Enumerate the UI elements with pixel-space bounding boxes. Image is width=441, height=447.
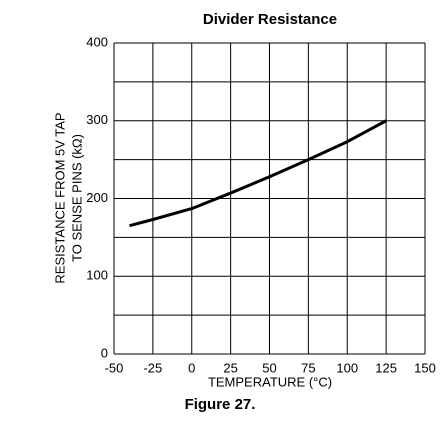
caption: Figure 27. [185, 396, 256, 413]
x-tick-label: 100 [336, 360, 358, 375]
x-tick-label: 0 [188, 360, 195, 375]
x-axis-label: TEMPERATURE (°C) [208, 374, 332, 389]
y-tick-label: 100 [86, 268, 108, 283]
x-tick-label: 25 [223, 360, 237, 375]
y-tick-label: 300 [86, 112, 108, 127]
y-tick-label: 400 [86, 34, 108, 49]
chart-title: Divider Resistance [203, 11, 337, 28]
y-axis-label: TO SENSE PINS (kΩ) [69, 134, 84, 262]
line-series [129, 119, 387, 228]
y-tick-label: 0 [101, 345, 108, 360]
x-tick-label: -50 [105, 360, 124, 375]
x-tick-label: 150 [414, 360, 436, 375]
x-tick-label: 50 [262, 360, 276, 375]
x-tick-label: 75 [301, 360, 315, 375]
y-tick-label: 200 [86, 190, 108, 205]
y-axis-label: RESISTANCE FROM 5V TAP [52, 112, 67, 283]
x-tick-label: -25 [143, 360, 162, 375]
x-tick-label: 125 [375, 360, 397, 375]
